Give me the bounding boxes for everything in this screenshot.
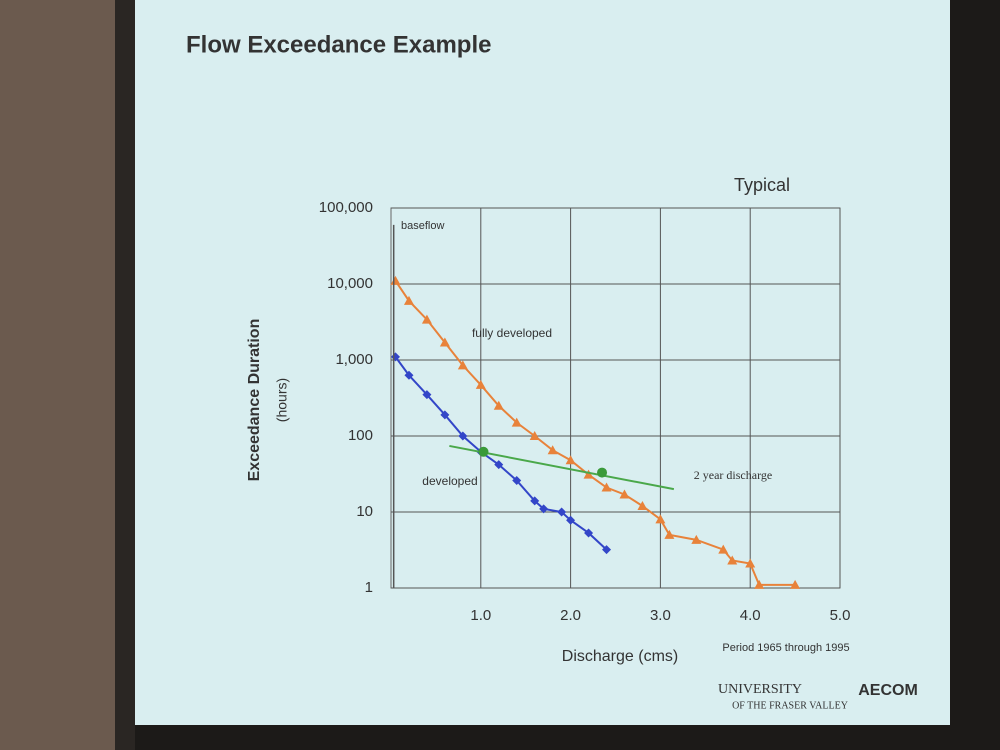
logo-text: OF THE FRASER VALLEY xyxy=(732,700,848,711)
point xyxy=(602,545,612,555)
x-tick-label: 1.0 xyxy=(470,607,491,624)
series-label: 2 year discharge xyxy=(694,468,772,482)
series-label: fully developed xyxy=(472,326,552,340)
point xyxy=(718,544,729,554)
point xyxy=(584,528,594,538)
point xyxy=(440,410,450,420)
point xyxy=(745,558,756,568)
point xyxy=(754,579,765,589)
y-tick-label: 100 xyxy=(348,427,373,444)
screen-edge xyxy=(115,0,135,750)
point xyxy=(530,496,540,506)
y-tick-label: 100,000 xyxy=(319,199,373,216)
plot: 1 10 100 1,000 10,000 100,000 1.0 2.0 3.0 4.0 5.0 f… xyxy=(319,199,851,624)
wall xyxy=(0,0,115,750)
point xyxy=(557,507,567,517)
note: Period 1965 through 1995 xyxy=(722,642,849,654)
point xyxy=(601,482,612,492)
y-tick-label: 10 xyxy=(356,503,373,520)
point xyxy=(655,514,666,524)
point xyxy=(494,460,504,470)
logo-text: UNIVERSITY xyxy=(718,682,802,697)
point xyxy=(457,360,468,370)
x-axis-label: Discharge (cms) xyxy=(562,648,678,665)
y-axis-unit: (hours) xyxy=(274,378,290,422)
subtitle: Typical xyxy=(734,175,790,195)
point xyxy=(566,515,576,525)
point xyxy=(403,295,414,305)
point xyxy=(790,579,801,589)
series-label: baseflow xyxy=(401,220,444,232)
point xyxy=(539,504,549,514)
y-tick-label: 1,000 xyxy=(335,351,373,368)
point xyxy=(475,379,486,389)
slide xyxy=(135,0,950,725)
x-tick-label: 5.0 xyxy=(830,607,851,624)
point xyxy=(691,534,702,544)
y-tick-label: 1 xyxy=(365,579,373,596)
point xyxy=(511,417,522,427)
point xyxy=(664,529,675,539)
point xyxy=(547,445,558,455)
y-axis-label: Exceedance Duration xyxy=(246,319,263,482)
point xyxy=(493,400,504,410)
x-tick-label: 2.0 xyxy=(560,607,581,624)
series-label: developed xyxy=(422,474,477,488)
point xyxy=(512,475,522,485)
point xyxy=(637,500,648,510)
point xyxy=(529,431,540,440)
x-tick-label: 3.0 xyxy=(650,607,671,624)
logo-text: AECOM xyxy=(858,682,918,699)
point xyxy=(478,446,489,457)
point xyxy=(421,314,432,324)
point xyxy=(727,555,738,565)
point xyxy=(439,337,450,347)
point xyxy=(458,431,468,441)
point xyxy=(404,370,414,380)
x-tick-label: 4.0 xyxy=(740,607,761,624)
point xyxy=(619,489,630,499)
point xyxy=(583,469,594,479)
point xyxy=(565,455,576,465)
point xyxy=(422,390,432,400)
slide-title: Flow Exceedance Example xyxy=(186,31,491,58)
y-tick-label: 10,000 xyxy=(327,275,373,292)
point xyxy=(597,467,608,478)
